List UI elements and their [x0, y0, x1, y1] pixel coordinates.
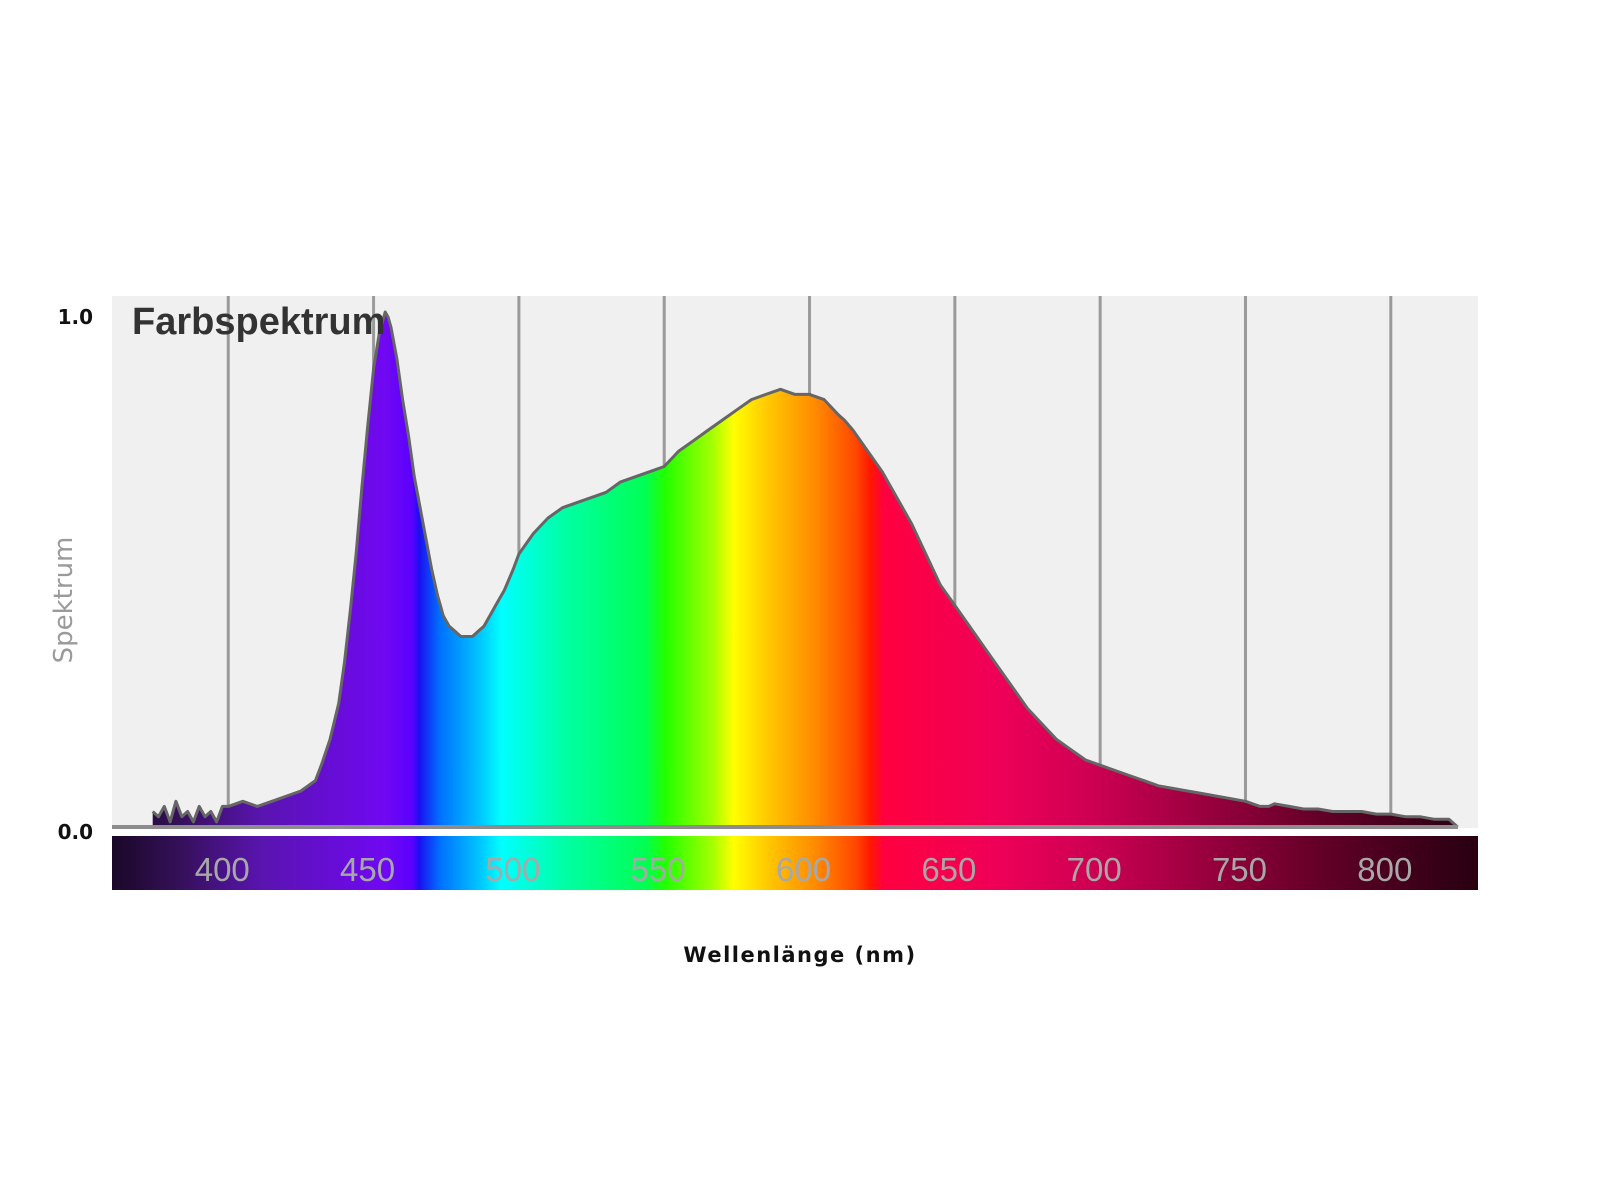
x-tick-label-450: 450 — [340, 851, 395, 888]
x-tick-label-750: 750 — [1212, 851, 1267, 888]
y-axis-label: Spektrum — [49, 537, 79, 664]
spectrum-area — [152, 312, 1458, 827]
x-axis-label: Wellenlänge (nm) — [683, 943, 916, 967]
x-tick-label-500: 500 — [485, 851, 540, 888]
wavelength-color-band — [112, 836, 1478, 890]
y-tick-label-1.0: 1.0 — [58, 305, 93, 329]
x-tick-label-650: 650 — [921, 851, 976, 888]
y-tick-label-0.0: 0.0 — [58, 820, 93, 844]
spectrum-line — [151, 310, 1459, 829]
x-tick-label-800: 800 — [1357, 851, 1412, 888]
y-tick-labels: 0.0 1.0 — [58, 305, 93, 844]
x-tick-label-600: 600 — [776, 851, 831, 888]
chart-title: Farbspektrum — [132, 301, 385, 343]
x-tick-label-400: 400 — [195, 851, 250, 888]
x-tick-labels: 400 450 500 550 600 650 700 750 800 — [195, 851, 1413, 888]
x-tick-label-700: 700 — [1067, 851, 1122, 888]
x-tick-label-550: 550 — [631, 851, 686, 888]
